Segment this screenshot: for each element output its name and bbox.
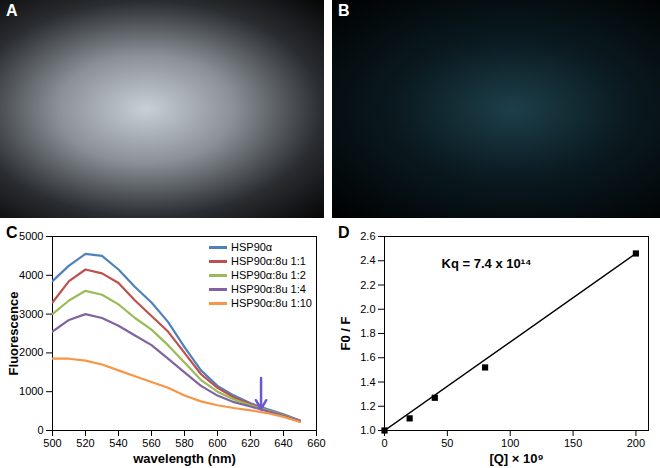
svg-text:1.6: 1.6 — [360, 351, 375, 363]
html-text:C: C — [6, 224, 18, 241]
svg-text:2.0: 2.0 — [360, 303, 375, 315]
svg-text:4000: 4000 — [19, 269, 43, 281]
html-text:A: A — [6, 2, 18, 19]
svg-text:Fluorescence: Fluorescence — [6, 292, 21, 376]
svg-text:580: 580 — [175, 437, 193, 449]
svg-text:150: 150 — [564, 437, 582, 449]
svg-text:100: 100 — [501, 437, 519, 449]
svg-text:wavelength (nm): wavelength (nm) — [132, 451, 236, 466]
html-text:HSP90α:8u 1:10: HSP90α:8u 1:10 — [231, 297, 312, 309]
svg-text:2.6: 2.6 — [360, 230, 375, 242]
svg-text:Kq = 7.4 x 10¹⁴: Kq = 7.4 x 10¹⁴ — [442, 256, 532, 271]
svg-text:0: 0 — [37, 424, 43, 436]
svg-text:640: 640 — [274, 437, 292, 449]
svg-text:2.2: 2.2 — [360, 279, 375, 291]
svg-text:600: 600 — [208, 437, 226, 449]
svg-text:2000: 2000 — [19, 346, 43, 358]
html-text:HSP90α:8u 1:1: HSP90α:8u 1:1 — [231, 255, 306, 267]
svg-text:3000: 3000 — [19, 308, 43, 320]
svg-text:1.8: 1.8 — [360, 327, 375, 339]
svg-text:1.4: 1.4 — [360, 376, 375, 388]
html-text:HSP90α:8u 1:4: HSP90α:8u 1:4 — [231, 283, 306, 295]
html-text:HSP90α:8u 1:2: HSP90α:8u 1:2 — [231, 269, 306, 281]
html-text:D: D — [338, 224, 350, 241]
svg-text:5000: 5000 — [19, 230, 43, 242]
svg-text:50: 50 — [441, 437, 453, 449]
svg-text:560: 560 — [142, 437, 160, 449]
svg-text:500: 500 — [43, 437, 61, 449]
svg-text:660: 660 — [307, 437, 325, 449]
svg-text:520: 520 — [76, 437, 94, 449]
svg-text:620: 620 — [241, 437, 259, 449]
svg-text:2.4: 2.4 — [360, 254, 375, 266]
html-text:B: B — [338, 2, 350, 19]
svg-text:F0 / F: F0 / F — [338, 316, 353, 350]
svg-text:1000: 1000 — [19, 385, 43, 397]
svg-text:1.2: 1.2 — [360, 400, 375, 412]
svg-text:1.0: 1.0 — [360, 424, 375, 436]
svg-text:[Q] × 10⁹: [Q] × 10⁹ — [489, 451, 543, 466]
svg-text:540: 540 — [109, 437, 127, 449]
svg-text:0: 0 — [381, 437, 387, 449]
html-text:HSP90α: HSP90α — [231, 241, 273, 253]
svg-text:200: 200 — [627, 437, 645, 449]
